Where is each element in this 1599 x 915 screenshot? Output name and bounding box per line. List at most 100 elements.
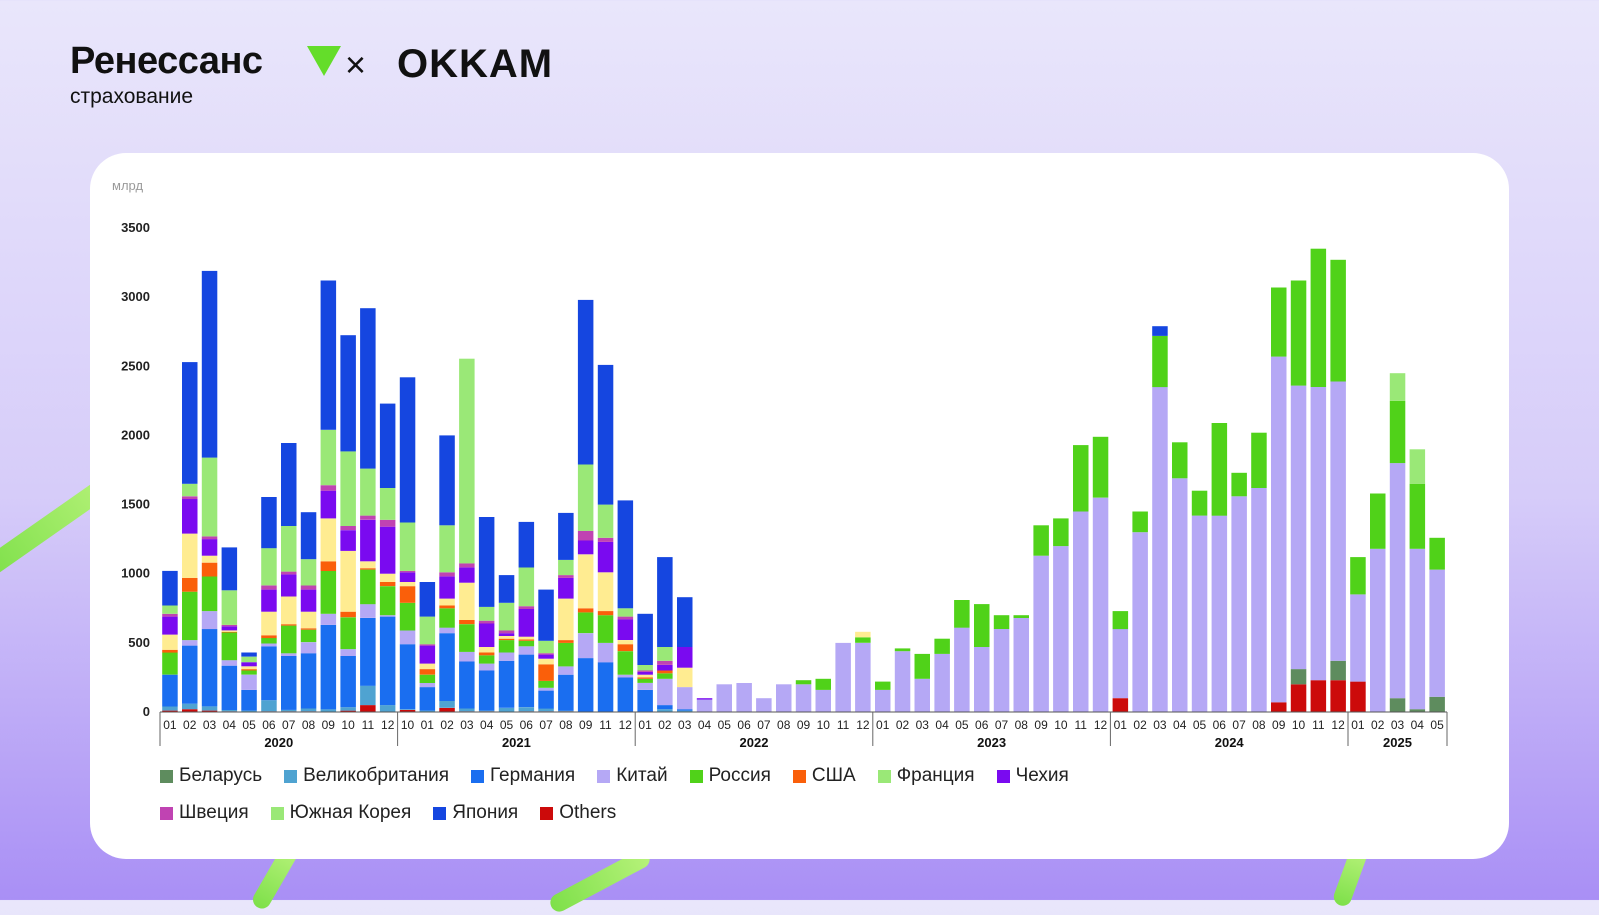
bar-segment — [1370, 548, 1386, 712]
bar-segment — [478, 606, 495, 621]
bar-segment — [459, 708, 475, 712]
bar-segment — [340, 335, 356, 452]
bar-segment — [261, 643, 277, 647]
bar-segment — [558, 642, 574, 667]
bar-segment — [498, 640, 515, 653]
x-tick-label: 12 — [1094, 718, 1108, 732]
bar-segment — [201, 457, 218, 537]
x-tick-label: 04 — [935, 718, 949, 732]
bar-segment — [677, 709, 693, 711]
bar-segment — [538, 664, 554, 681]
bar-segment — [1389, 400, 1406, 464]
bar-segment — [340, 617, 356, 650]
bar-segment — [439, 627, 455, 634]
bar-segment — [360, 604, 376, 618]
bar-segment — [1389, 373, 1406, 401]
bar-segment — [281, 625, 297, 654]
bar-segment — [538, 653, 554, 655]
bar-segment — [558, 666, 574, 675]
bar-segment — [914, 653, 930, 679]
bar-segment — [617, 608, 634, 617]
bar-segment — [459, 358, 475, 564]
bar-segment — [677, 647, 693, 668]
bar-segment — [538, 640, 554, 654]
x-tick-label: 02 — [896, 718, 910, 732]
x-tick-label: 05 — [242, 718, 256, 732]
bar-segment — [1271, 287, 1287, 357]
bar-segment — [1429, 569, 1445, 697]
bar-segment — [399, 630, 416, 645]
x-tick-label: 05 — [955, 718, 969, 732]
bar-segment — [1409, 483, 1426, 549]
bar-segment — [558, 512, 574, 560]
bar-segment — [577, 299, 594, 465]
bar-segment — [439, 572, 455, 577]
bar-segment — [617, 677, 634, 712]
bar-segment — [1409, 709, 1426, 712]
x-tick-label: 11 — [599, 718, 612, 732]
legend-item: Великобритания — [284, 765, 449, 787]
bar-segment — [518, 646, 535, 655]
x-tick-label: 08 — [777, 718, 791, 732]
bar-segment — [577, 658, 594, 712]
bar-segment — [1092, 497, 1109, 712]
bar-segment — [1350, 681, 1366, 712]
bar-segment — [1389, 698, 1406, 712]
bar-segment — [162, 605, 178, 614]
x-tick-label: 07 — [282, 718, 296, 732]
bar-segment — [399, 709, 416, 712]
x-tick-label: 04 — [480, 718, 494, 732]
x-tick-label: 07 — [995, 718, 1009, 732]
bar-segment — [340, 649, 356, 656]
bar-segment — [577, 464, 594, 531]
bar-segment — [478, 655, 495, 664]
x-tick-label: 03 — [1153, 718, 1167, 732]
bar-segment — [637, 674, 653, 678]
bar-segment — [439, 700, 455, 708]
bar-segment — [379, 488, 396, 520]
bar-segment — [241, 710, 257, 712]
x-tick-label: 04 — [223, 718, 237, 732]
x-tick-label: 03 — [1391, 718, 1405, 732]
bar-segment — [1172, 478, 1188, 712]
x-tick-label: 01 — [638, 718, 652, 732]
bar-segment — [518, 707, 535, 712]
x-tick-label: 01 — [876, 718, 890, 732]
bar-segment — [795, 684, 812, 712]
bar-segment — [459, 651, 475, 662]
bar-segment — [677, 667, 693, 688]
x-tick-label: 12 — [381, 718, 395, 732]
bar-segment — [399, 572, 416, 582]
x-tick-label: 02 — [658, 718, 672, 732]
bar-segment — [182, 496, 198, 500]
bar-segment — [518, 640, 535, 647]
bar-segment — [875, 681, 891, 690]
bar-segment — [399, 377, 416, 523]
bar-segment — [459, 624, 475, 652]
bar-segment — [934, 653, 950, 712]
bar-segment — [1152, 387, 1168, 712]
bar-segment — [182, 703, 198, 710]
bar-segment — [162, 570, 178, 606]
bar-segment — [419, 582, 436, 617]
bar-segment — [1013, 615, 1029, 618]
bar-segment — [657, 678, 673, 706]
bar-segment — [617, 674, 634, 678]
bar-segment — [241, 674, 257, 690]
bar-segment — [241, 670, 257, 675]
bar-segment — [815, 678, 831, 690]
bar-segment — [241, 669, 257, 671]
bar-segment — [221, 547, 238, 591]
bar-segment — [281, 571, 297, 575]
bar-segment — [954, 627, 970, 712]
bar-segment — [182, 709, 198, 712]
bar-segment — [518, 639, 535, 641]
bar-segment — [281, 443, 297, 526]
bar-segment — [993, 629, 1010, 712]
bar-segment — [558, 640, 574, 643]
x-tick-label: 07 — [757, 718, 771, 732]
bar-segment — [221, 660, 238, 666]
bar-segment — [1053, 518, 1069, 547]
y-tick-label: 0 — [143, 704, 150, 719]
bar-segment — [360, 515, 376, 520]
